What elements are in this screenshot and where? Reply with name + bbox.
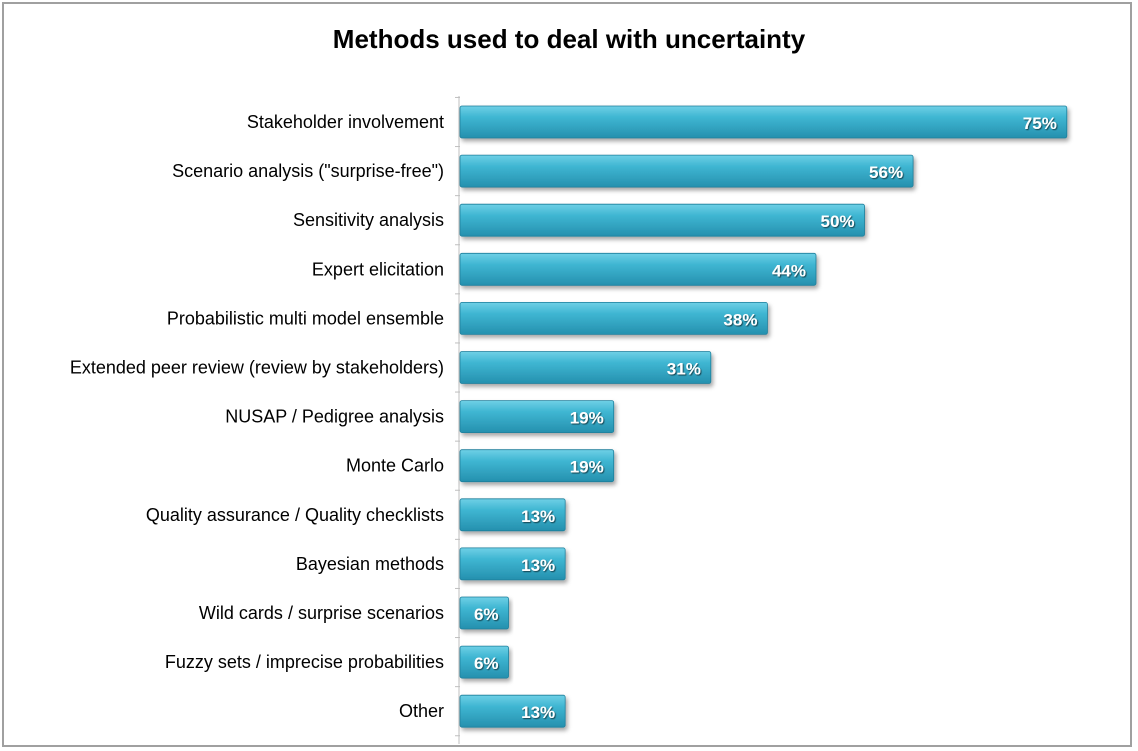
- value-label: 19%: [570, 458, 604, 477]
- bar: [459, 105, 1068, 139]
- category-label: Expert elicitation: [312, 259, 444, 279]
- bar: [459, 252, 817, 286]
- bar: [459, 596, 509, 630]
- value-label: 38%: [723, 310, 757, 329]
- bar: [459, 203, 865, 237]
- bar: [459, 498, 566, 532]
- value-label: 6%: [474, 605, 499, 624]
- value-label: 13%: [521, 703, 555, 722]
- bar: [459, 301, 768, 335]
- value-label: 44%: [772, 261, 806, 280]
- category-label: Wild cards / surprise scenarios: [199, 603, 444, 623]
- category-label: Other: [399, 701, 444, 721]
- bar: [459, 154, 914, 188]
- bar: [459, 400, 615, 434]
- bar: [459, 547, 566, 581]
- value-label: 13%: [521, 507, 555, 526]
- bar: [459, 351, 712, 384]
- bar: [459, 694, 566, 728]
- category-label: Scenario analysis ("surprise-free"): [172, 161, 444, 181]
- category-label: Monte Carlo: [346, 456, 444, 476]
- value-label: 56%: [869, 163, 903, 182]
- category-label: Sensitivity analysis: [293, 210, 444, 230]
- category-label: Quality assurance / Quality checklists: [146, 505, 444, 525]
- value-label: 19%: [570, 409, 604, 428]
- category-label: Probabilistic multi model ensemble: [167, 308, 444, 328]
- category-label: Stakeholder involvement: [247, 112, 444, 132]
- category-label: NUSAP / Pedigree analysis: [225, 407, 444, 427]
- value-label: 13%: [521, 556, 555, 575]
- bar: [459, 645, 509, 679]
- value-label: 6%: [474, 654, 499, 673]
- category-label: Extended peer review (review by stakehol…: [70, 358, 444, 378]
- value-label: 31%: [667, 360, 701, 379]
- chart-title: Methods used to deal with uncertainty: [332, 24, 806, 54]
- category-label: Bayesian methods: [296, 554, 444, 574]
- value-label: 75%: [1023, 114, 1057, 133]
- bar: [459, 449, 615, 483]
- category-label: Fuzzy sets / imprecise probabilities: [165, 652, 444, 672]
- value-label: 50%: [821, 212, 855, 231]
